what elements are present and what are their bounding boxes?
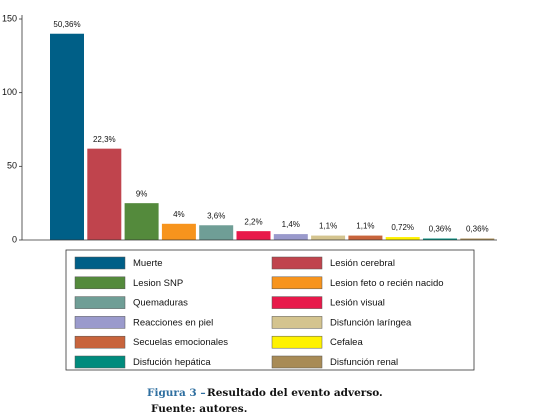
legend-label: Lesion feto o recién nacido [330, 278, 444, 289]
bar [385, 237, 420, 240]
legend-swatch [271, 256, 323, 270]
caption-label: Figura 3 – [147, 387, 206, 399]
legend-box [65, 249, 475, 371]
legend-swatch [74, 256, 126, 270]
legend-swatch [74, 296, 126, 309]
value-label: 3,6% [207, 211, 225, 220]
bar [348, 235, 383, 240]
bar [50, 33, 84, 240]
legend-swatch [271, 276, 323, 290]
bar [199, 225, 234, 240]
caption: Resultado del evento adverso. [207, 387, 383, 399]
value-label: 0,36% [429, 225, 452, 234]
y-tick-label: 50 [7, 161, 17, 171]
value-label: 4% [173, 210, 185, 219]
y-tick-label: 150 [2, 13, 17, 23]
legend-label: Lesión visual [330, 298, 385, 309]
legend-label: Lesión cerebral [330, 258, 395, 269]
legend-swatch [74, 316, 126, 329]
value-label: 50,36% [53, 20, 80, 29]
bar [460, 238, 495, 240]
y-tick-label: 100 [2, 87, 17, 97]
legend-label: Lesion SNP [133, 278, 183, 289]
value-label: 22,3% [93, 135, 116, 144]
legend-swatch [271, 316, 323, 329]
legend-swatch [271, 355, 323, 369]
value-label: 0,36% [466, 225, 489, 234]
legend-label: Quemaduras [133, 298, 188, 309]
value-label: 0,72% [391, 223, 414, 232]
legend-swatch [271, 335, 323, 349]
legend-label: Secuelas emocionales [133, 337, 228, 348]
value-label: 1,4% [282, 220, 300, 229]
legend-swatch [74, 335, 126, 349]
bar [311, 235, 346, 240]
legend-label: Disfunción laríngea [330, 317, 412, 328]
legend-label: Cefalea [330, 337, 363, 348]
source: Fuente: autores. [151, 403, 247, 415]
legend-label: Reacciones en piel [133, 317, 213, 328]
legend-label: Muerte [133, 258, 163, 269]
value-label: 1,1% [356, 222, 374, 231]
legend-label: Disfunción renal [330, 357, 398, 368]
legend-label: Disfución hepática [133, 357, 211, 368]
bar [124, 203, 159, 240]
bar [423, 238, 457, 240]
bar [273, 234, 308, 240]
legend-swatch [271, 296, 323, 309]
bar [87, 148, 122, 240]
legend-swatch [74, 355, 126, 369]
legend-swatch [74, 276, 126, 290]
bar [161, 223, 196, 240]
value-label: 1,1% [319, 222, 337, 231]
value-label: 2,2% [244, 217, 262, 226]
y-tick-label: 0 [12, 234, 17, 244]
value-label: 9% [136, 189, 148, 198]
bar [236, 231, 271, 240]
